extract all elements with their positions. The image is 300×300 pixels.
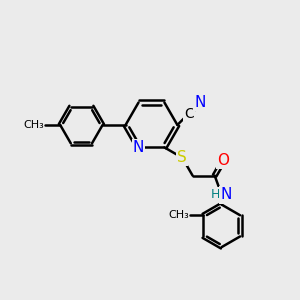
Text: CH₃: CH₃ [23, 120, 44, 130]
Text: C: C [184, 106, 194, 121]
Text: O: O [218, 153, 230, 168]
Text: CH₃: CH₃ [168, 210, 189, 220]
Text: N: N [133, 140, 144, 155]
Text: S: S [177, 150, 187, 165]
Text: H: H [211, 188, 220, 201]
Text: N: N [195, 94, 206, 110]
Text: N: N [220, 188, 232, 202]
